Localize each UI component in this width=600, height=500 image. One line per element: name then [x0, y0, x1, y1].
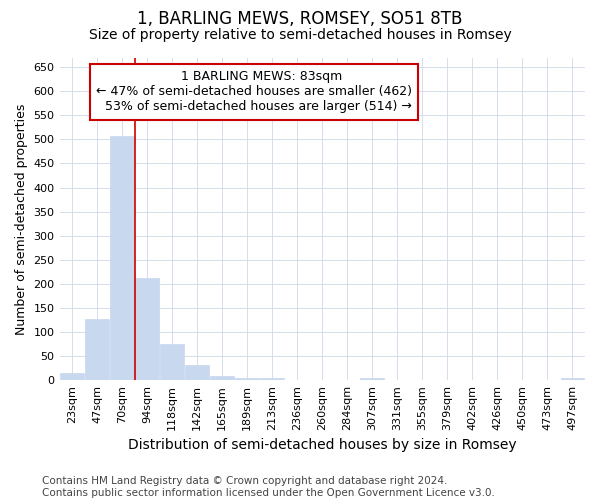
Bar [110, 136, 134, 380]
Text: 1 BARLING MEWS: 83sqm
← 47% of semi-detached houses are smaller (462)
  53% of s: 1 BARLING MEWS: 83sqm ← 47% of semi-deta… [96, 70, 412, 114]
Bar [260, 378, 284, 380]
Y-axis label: Number of semi-detached properties: Number of semi-detached properties [15, 103, 28, 334]
Bar [60, 373, 84, 380]
Bar [135, 278, 159, 380]
Text: Size of property relative to semi-detached houses in Romsey: Size of property relative to semi-detach… [89, 28, 511, 42]
Bar [361, 378, 384, 380]
Text: Contains HM Land Registry data © Crown copyright and database right 2024.
Contai: Contains HM Land Registry data © Crown c… [42, 476, 495, 498]
X-axis label: Distribution of semi-detached houses by size in Romsey: Distribution of semi-detached houses by … [128, 438, 517, 452]
Text: 1, BARLING MEWS, ROMSEY, SO51 8TB: 1, BARLING MEWS, ROMSEY, SO51 8TB [137, 10, 463, 28]
Bar [210, 376, 234, 380]
Bar [235, 378, 259, 380]
Bar [185, 366, 209, 380]
Bar [560, 378, 584, 380]
Bar [85, 319, 109, 380]
Bar [160, 344, 184, 380]
